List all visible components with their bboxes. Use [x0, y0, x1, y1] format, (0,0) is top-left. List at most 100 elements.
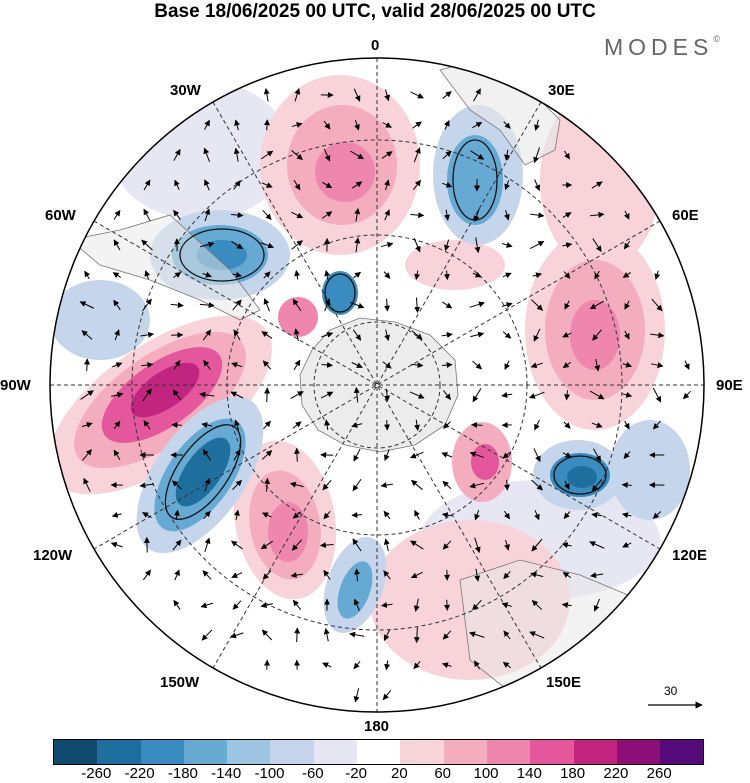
wind-arrow [441, 301, 453, 309]
wind-arrow [652, 511, 662, 519]
lon-label-0: 0 [371, 37, 380, 54]
wind-arrow [502, 661, 511, 669]
colorbar-swatch [54, 740, 98, 764]
lon-label-150e: 150E [546, 674, 582, 691]
wind-arrow [233, 509, 240, 520]
wind-arrow [592, 238, 602, 252]
wind-arrow [292, 599, 302, 611]
wind-arrow [200, 241, 215, 248]
wind-arrow [351, 181, 363, 189]
wind-arrow [172, 539, 182, 551]
wind-arrow [262, 570, 272, 580]
wind-arrow [469, 301, 485, 308]
chart-title: Base 18/06/2025 00 UTC, valid 28/06/2025… [154, 1, 596, 22]
colorbar-tick-label: -260 [81, 765, 112, 782]
brand-mark: © [713, 34, 720, 44]
wind-arrow [353, 271, 362, 279]
wind-arrow [204, 537, 211, 553]
colorbar-tick-label: -20 [345, 765, 367, 782]
wind-arrow [384, 329, 390, 342]
wind-arrow [323, 510, 331, 520]
wind-arrow [203, 510, 211, 520]
wind-arrow [174, 569, 180, 581]
wind-arrow [319, 542, 334, 549]
wind-arrow [173, 360, 181, 370]
colorbar-swatch [140, 740, 184, 764]
wind-arrow [444, 209, 450, 221]
lon-label-60w: 60W [45, 207, 76, 224]
wind-arrow [530, 571, 544, 578]
wind-arrow [384, 209, 390, 221]
wind-arrow [443, 599, 450, 611]
lon-label-90e: 90E [716, 377, 743, 394]
wind-arrow [111, 511, 122, 518]
wind-arrow [413, 598, 420, 612]
wind-arrow [562, 571, 572, 579]
wind-arrow [170, 302, 184, 309]
colorbar-swatch [660, 740, 704, 764]
wind-arrow [83, 477, 91, 492]
wind-arrow [623, 330, 630, 340]
positive-anomaly-atlantic [260, 75, 420, 255]
wind-arrow [472, 121, 483, 129]
wind-arrow [504, 539, 510, 551]
wind-arrow [383, 629, 391, 642]
wind-arrow [142, 388, 152, 402]
wind-arrow [441, 362, 453, 369]
wind-arrow [413, 147, 421, 163]
wind-arrow [382, 690, 392, 701]
wind-arrow [293, 328, 300, 342]
wind-arrow [139, 482, 155, 489]
wind-arrow [592, 329, 602, 341]
wind-arrow [529, 631, 545, 639]
wind-arrow [622, 361, 632, 368]
colorbar-swatch [97, 740, 141, 764]
wind-arrow [502, 272, 512, 279]
colorbar-tick-label: 260 [646, 765, 672, 782]
wind-arrow [528, 391, 545, 399]
wind-arrow [562, 452, 572, 458]
wind-arrow [351, 362, 363, 368]
wind-arrow [470, 150, 485, 160]
polar-map [49, 57, 705, 713]
colorbar-tick-label: -60 [301, 765, 324, 782]
wind-arrow [263, 88, 270, 102]
wind-arrow [382, 361, 392, 369]
positive-anomaly-90w [50, 315, 272, 495]
wind-arrow [623, 240, 631, 250]
wind-arrow [353, 687, 360, 703]
wind-arrow [113, 209, 121, 220]
wind-arrow [261, 182, 273, 188]
wind-arrow [291, 211, 304, 219]
wind-arrow [234, 119, 240, 131]
wind-arrow [413, 237, 421, 253]
wind-arrow [442, 540, 452, 550]
wind-arrow [589, 390, 605, 400]
wind-arrow [410, 540, 424, 550]
wind-arrow [443, 270, 450, 281]
wind-arrow [230, 391, 244, 399]
wind-arrow [322, 181, 333, 189]
reference-vector-label: 30 [664, 684, 678, 698]
wind-arrow [562, 212, 572, 218]
negative-anomaly-170w [323, 537, 387, 633]
wind-arrow [530, 212, 545, 219]
wind-arrow [533, 448, 541, 463]
wind-arrow [622, 391, 633, 398]
wind-arrow [143, 420, 151, 430]
brand-text: MODES [604, 34, 714, 60]
wind-arrow [533, 328, 541, 342]
wind-arrow [652, 387, 662, 403]
wind-arrow [321, 211, 333, 219]
wind-arrow [292, 298, 302, 312]
wind-arrow [684, 360, 690, 370]
wind-arrow [173, 209, 181, 220]
wind-arrow [264, 387, 271, 402]
wind-arrow [563, 421, 571, 429]
wind-arrow [383, 420, 390, 431]
colorbar-swatch [400, 740, 444, 764]
wind-arrow [172, 480, 182, 490]
wind-arrow [530, 362, 543, 369]
wind-arrow [291, 122, 303, 128]
wind-arrow [561, 542, 572, 549]
